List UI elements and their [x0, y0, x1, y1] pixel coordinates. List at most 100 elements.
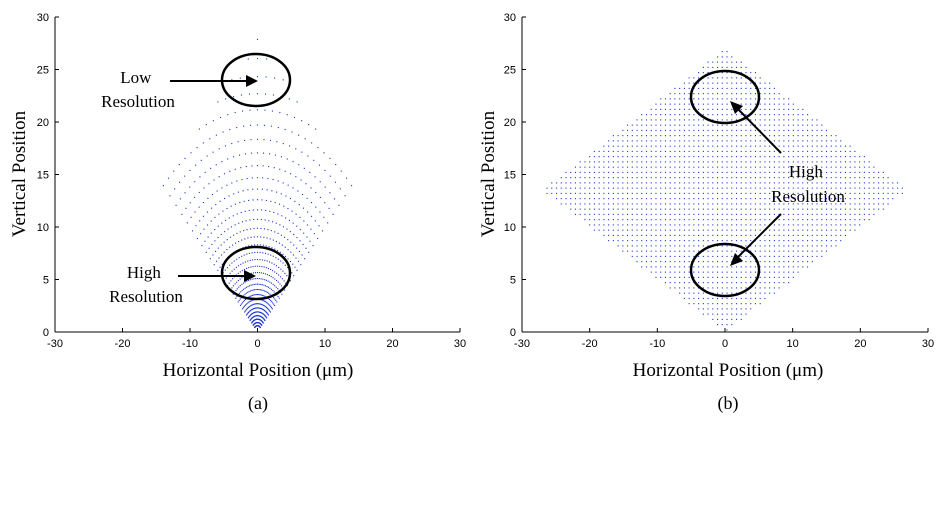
data-point: [750, 229, 752, 231]
data-point: [256, 165, 259, 167]
data-point: [284, 170, 286, 172]
data-point: [184, 157, 186, 159]
data-point: [290, 241, 292, 243]
data-point: [221, 161, 223, 163]
data-point: [759, 245, 761, 247]
data-point: [255, 303, 258, 305]
data-point: [220, 244, 222, 246]
data-point: [622, 182, 624, 184]
data-point: [811, 177, 813, 179]
data-point: [617, 171, 619, 173]
data-point: [863, 198, 865, 200]
data-point: [840, 166, 842, 168]
data-point: [612, 150, 614, 152]
data-point: [273, 291, 275, 293]
data-point: [745, 72, 747, 74]
data-point: [204, 240, 206, 242]
data-point: [773, 287, 775, 289]
data-point: [636, 129, 638, 131]
data-point: [324, 202, 326, 204]
data-point: [731, 219, 733, 221]
data-point: [289, 197, 291, 200]
data-point: [731, 192, 733, 194]
data-point: [844, 229, 846, 231]
data-point: [717, 245, 719, 247]
data-point: [664, 145, 667, 147]
data-point: [574, 203, 577, 205]
data-point: [631, 255, 633, 257]
data-point: [726, 135, 728, 137]
data-point: [565, 192, 567, 194]
data-point: [645, 208, 648, 210]
data-point: [593, 192, 595, 194]
data-point: [882, 187, 884, 189]
data-point: [674, 250, 676, 252]
data-point: [228, 217, 230, 219]
data-point: [693, 166, 695, 168]
data-point: [242, 110, 244, 112]
data-point: [882, 198, 884, 200]
data-point: [584, 182, 586, 184]
data-point: [291, 131, 293, 133]
data-point: [811, 129, 813, 131]
data-point: [788, 171, 790, 173]
data-point: [773, 234, 775, 236]
data-point: [792, 255, 794, 257]
data-point: [683, 98, 685, 100]
data-point: [745, 119, 747, 121]
data-point: [731, 292, 733, 294]
data-point: [754, 145, 756, 147]
data-point: [840, 182, 842, 184]
data-point: [712, 129, 714, 131]
data-point: [792, 119, 794, 121]
data-point: [674, 103, 676, 105]
data-point: [717, 166, 719, 168]
data-point: [769, 287, 771, 289]
data-point: [287, 267, 289, 269]
data-point: [674, 182, 676, 184]
data-point: [873, 192, 875, 194]
data-point: [217, 236, 219, 239]
data-point: [603, 171, 605, 173]
data-point: [863, 219, 865, 221]
data-point: [816, 234, 818, 236]
data-point: [802, 213, 804, 215]
data-point: [598, 208, 600, 210]
data-point: [878, 192, 880, 194]
data-point: [844, 219, 846, 221]
data-point: [269, 139, 271, 141]
data-point: [788, 150, 790, 152]
data-point: [740, 114, 742, 116]
data-point: [584, 213, 586, 215]
data-point: [204, 171, 206, 173]
data-point: [260, 294, 262, 296]
data-point: [242, 288, 245, 290]
data-point: [267, 253, 269, 255]
data-point: [797, 145, 799, 147]
data-point: [863, 213, 865, 215]
data-point: [273, 297, 275, 299]
data-point: [873, 198, 875, 200]
data-point: [227, 228, 229, 230]
data-point: [821, 135, 823, 137]
data-point: [579, 203, 581, 205]
data-point: [707, 198, 709, 200]
data-point: [859, 192, 861, 194]
data-point: [631, 150, 633, 152]
data-point: [702, 292, 704, 294]
data-point: [688, 287, 690, 289]
data-point: [778, 219, 780, 221]
data-point: [669, 261, 671, 263]
data-point: [669, 145, 671, 147]
data-point: [202, 215, 205, 217]
data-point: [617, 150, 619, 152]
data-point: [802, 224, 804, 226]
data-point: [669, 140, 671, 142]
data-point: [821, 250, 823, 252]
data-point: [256, 244, 259, 246]
data-point: [259, 259, 261, 261]
data-point: [702, 203, 704, 205]
data-point: [268, 309, 270, 311]
data-point: [589, 161, 591, 163]
data-point: [750, 156, 752, 158]
